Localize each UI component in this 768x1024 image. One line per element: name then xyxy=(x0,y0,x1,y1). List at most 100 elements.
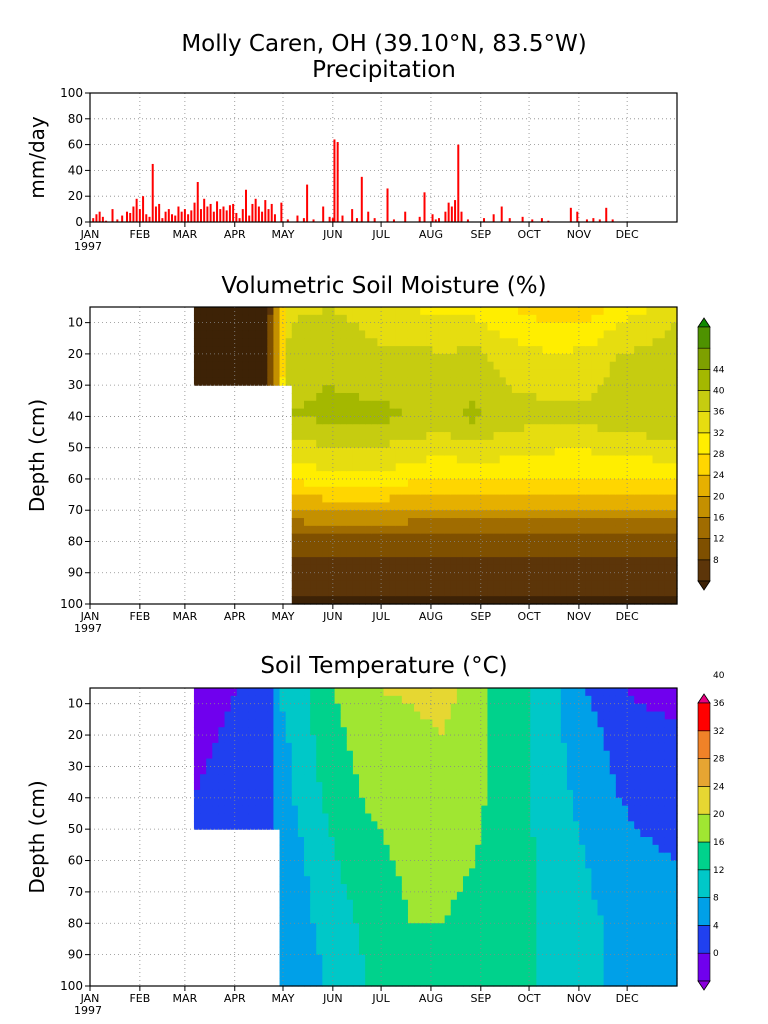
heatmap-cell xyxy=(230,758,238,768)
precip-bar xyxy=(161,218,164,222)
heatmap-cell xyxy=(407,533,415,543)
heatmap-cell xyxy=(536,471,544,480)
heatmap-cell xyxy=(395,385,403,394)
heatmap-cell xyxy=(383,711,391,720)
heatmap-cell xyxy=(371,805,378,815)
heatmap-cell xyxy=(255,361,262,371)
heatmap-cell xyxy=(493,797,501,807)
heatmap-cell xyxy=(591,572,599,582)
heatmap-cell xyxy=(560,439,568,449)
heatmap-cell xyxy=(316,970,323,979)
heatmap-cell xyxy=(420,735,427,744)
heatmap-cell xyxy=(511,486,519,496)
heatmap-cell xyxy=(242,742,250,752)
heatmap-cell xyxy=(450,923,458,932)
heatmap-cell xyxy=(579,471,586,480)
heatmap-cell xyxy=(193,805,201,815)
heatmap-cell xyxy=(530,876,537,885)
heatmap-cell xyxy=(420,860,427,869)
heatmap-cell xyxy=(560,766,568,775)
heatmap-cell xyxy=(573,899,580,909)
heatmap-cell xyxy=(585,962,592,971)
heatmap-cell xyxy=(524,695,531,705)
heatmap-cell xyxy=(530,852,537,862)
heatmap-cell xyxy=(432,596,440,605)
heatmap-cell xyxy=(322,821,330,830)
heatmap-cell xyxy=(334,978,342,987)
heatmap-cell xyxy=(322,432,330,441)
heatmap-cell xyxy=(383,821,391,830)
heatmap-cell xyxy=(573,369,580,378)
heatmap-cell xyxy=(420,931,427,940)
heatmap-cell xyxy=(450,400,458,410)
heatmap-cell xyxy=(524,596,531,605)
heatmap-cell xyxy=(267,821,275,830)
heatmap-cell xyxy=(530,455,537,464)
heatmap-cell xyxy=(255,711,262,720)
heatmap-cell xyxy=(236,750,244,760)
heatmap-cell xyxy=(365,789,372,799)
heatmap-cell xyxy=(352,392,360,402)
heatmap-cell xyxy=(469,813,476,822)
heatmap-cell xyxy=(560,789,568,799)
heatmap-cell xyxy=(395,525,403,535)
heatmap-cell xyxy=(432,518,440,527)
heatmap-cell xyxy=(518,891,525,901)
heatmap-cell xyxy=(481,931,489,940)
heatmap-cell xyxy=(304,369,311,378)
heatmap-cell xyxy=(542,432,550,441)
heatmap-cell xyxy=(420,518,427,527)
heatmap-cell xyxy=(560,837,568,846)
heatmap-cell xyxy=(628,369,635,378)
heatmap-cell xyxy=(261,766,268,775)
heatmap-cell xyxy=(212,727,219,736)
heatmap-cell xyxy=(377,735,385,744)
heatmap-cell xyxy=(395,424,403,433)
heatmap-cell xyxy=(291,844,299,854)
heatmap-cell xyxy=(304,518,311,527)
heatmap-cell xyxy=(609,424,617,433)
heatmap-cell xyxy=(273,307,281,316)
heatmap-cell xyxy=(371,899,378,909)
heatmap-cell xyxy=(334,868,342,877)
heatmap-cell xyxy=(469,970,476,979)
heatmap-cell xyxy=(524,432,531,441)
heatmap-cell xyxy=(438,369,446,378)
heatmap-cell xyxy=(359,572,366,582)
heatmap-cell xyxy=(640,486,648,496)
heatmap-cell xyxy=(609,346,617,355)
heatmap-cell xyxy=(560,486,568,496)
heatmap-cell xyxy=(511,711,519,720)
heatmap-cell xyxy=(328,868,336,877)
heatmap-cell xyxy=(462,330,470,339)
heatmap-cell xyxy=(401,782,409,791)
heatmap-cell xyxy=(310,588,317,597)
heatmap-cell xyxy=(310,844,317,854)
heatmap-cell xyxy=(236,695,244,705)
heatmap-cell xyxy=(407,923,415,932)
heatmap-cell xyxy=(420,549,427,558)
heatmap-cell xyxy=(359,549,366,558)
heatmap-cell xyxy=(426,750,434,760)
heatmap-cell xyxy=(462,572,470,582)
x-tick-label: FEB xyxy=(129,610,150,623)
heatmap-cell xyxy=(414,891,421,901)
heatmap-cell xyxy=(291,494,299,503)
heatmap-cell xyxy=(334,596,342,605)
heatmap-cell xyxy=(579,564,586,574)
heatmap-cell xyxy=(285,782,293,791)
heatmap-cell xyxy=(670,377,678,386)
heatmap-cell xyxy=(621,338,629,347)
heatmap-cell xyxy=(658,447,666,457)
heatmap-cell xyxy=(481,494,489,503)
heatmap-cell xyxy=(615,330,623,339)
heatmap-cell xyxy=(456,813,464,822)
heatmap-cell xyxy=(542,938,550,948)
heatmap-cell xyxy=(334,455,342,464)
heatmap-cell xyxy=(407,353,415,363)
heatmap-cell xyxy=(420,447,427,457)
heatmap-cell xyxy=(646,478,654,488)
heatmap-cell xyxy=(456,750,464,760)
heatmap-cell xyxy=(352,907,360,917)
heatmap-cell xyxy=(438,353,446,363)
